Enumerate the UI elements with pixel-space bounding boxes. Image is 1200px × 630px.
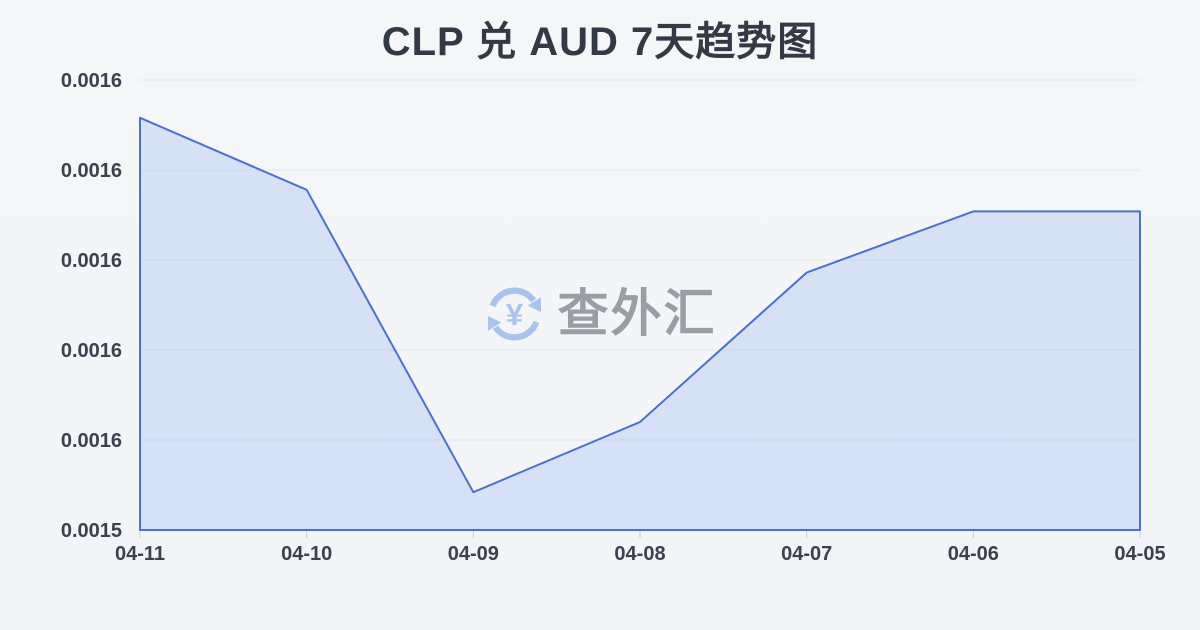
watermark-text: 查外汇 [557,285,717,342]
x-axis-label: 04-06 [948,543,999,565]
arrowhead-bottom-icon [487,315,502,331]
y-axis-label: 0.0016 [61,430,122,452]
trend-area-series [139,116,1141,531]
yen-symbol-icon: ¥ [506,297,524,332]
x-axis-label: 04-10 [281,543,332,565]
x-axis-label: 04-11 [115,543,165,565]
currency-exchange-yen-icon: ¥ [487,287,542,341]
chart-title: CLP 兑 AUD 7天趋势图 [381,20,819,64]
x-axis-label: 04-08 [614,543,665,565]
y-axis-label: 0.0016 [61,70,122,92]
y-axis-label: 0.0016 [61,250,122,272]
y-axis-label: 0.0015 [61,520,122,542]
exchange-arrow-top [489,287,537,308]
x-axis-label: 04-09 [448,543,499,565]
x-axis-label: 04-05 [1114,543,1165,565]
x-axis-label: 04-07 [781,543,832,565]
y-axis-label: 0.0016 [61,160,122,182]
arrowhead-top-icon [527,297,542,313]
y-axis-label: 0.0016 [61,340,122,362]
exchange-arrow-bottom [492,320,540,341]
watermark: ¥ 查外汇 [483,283,716,345]
